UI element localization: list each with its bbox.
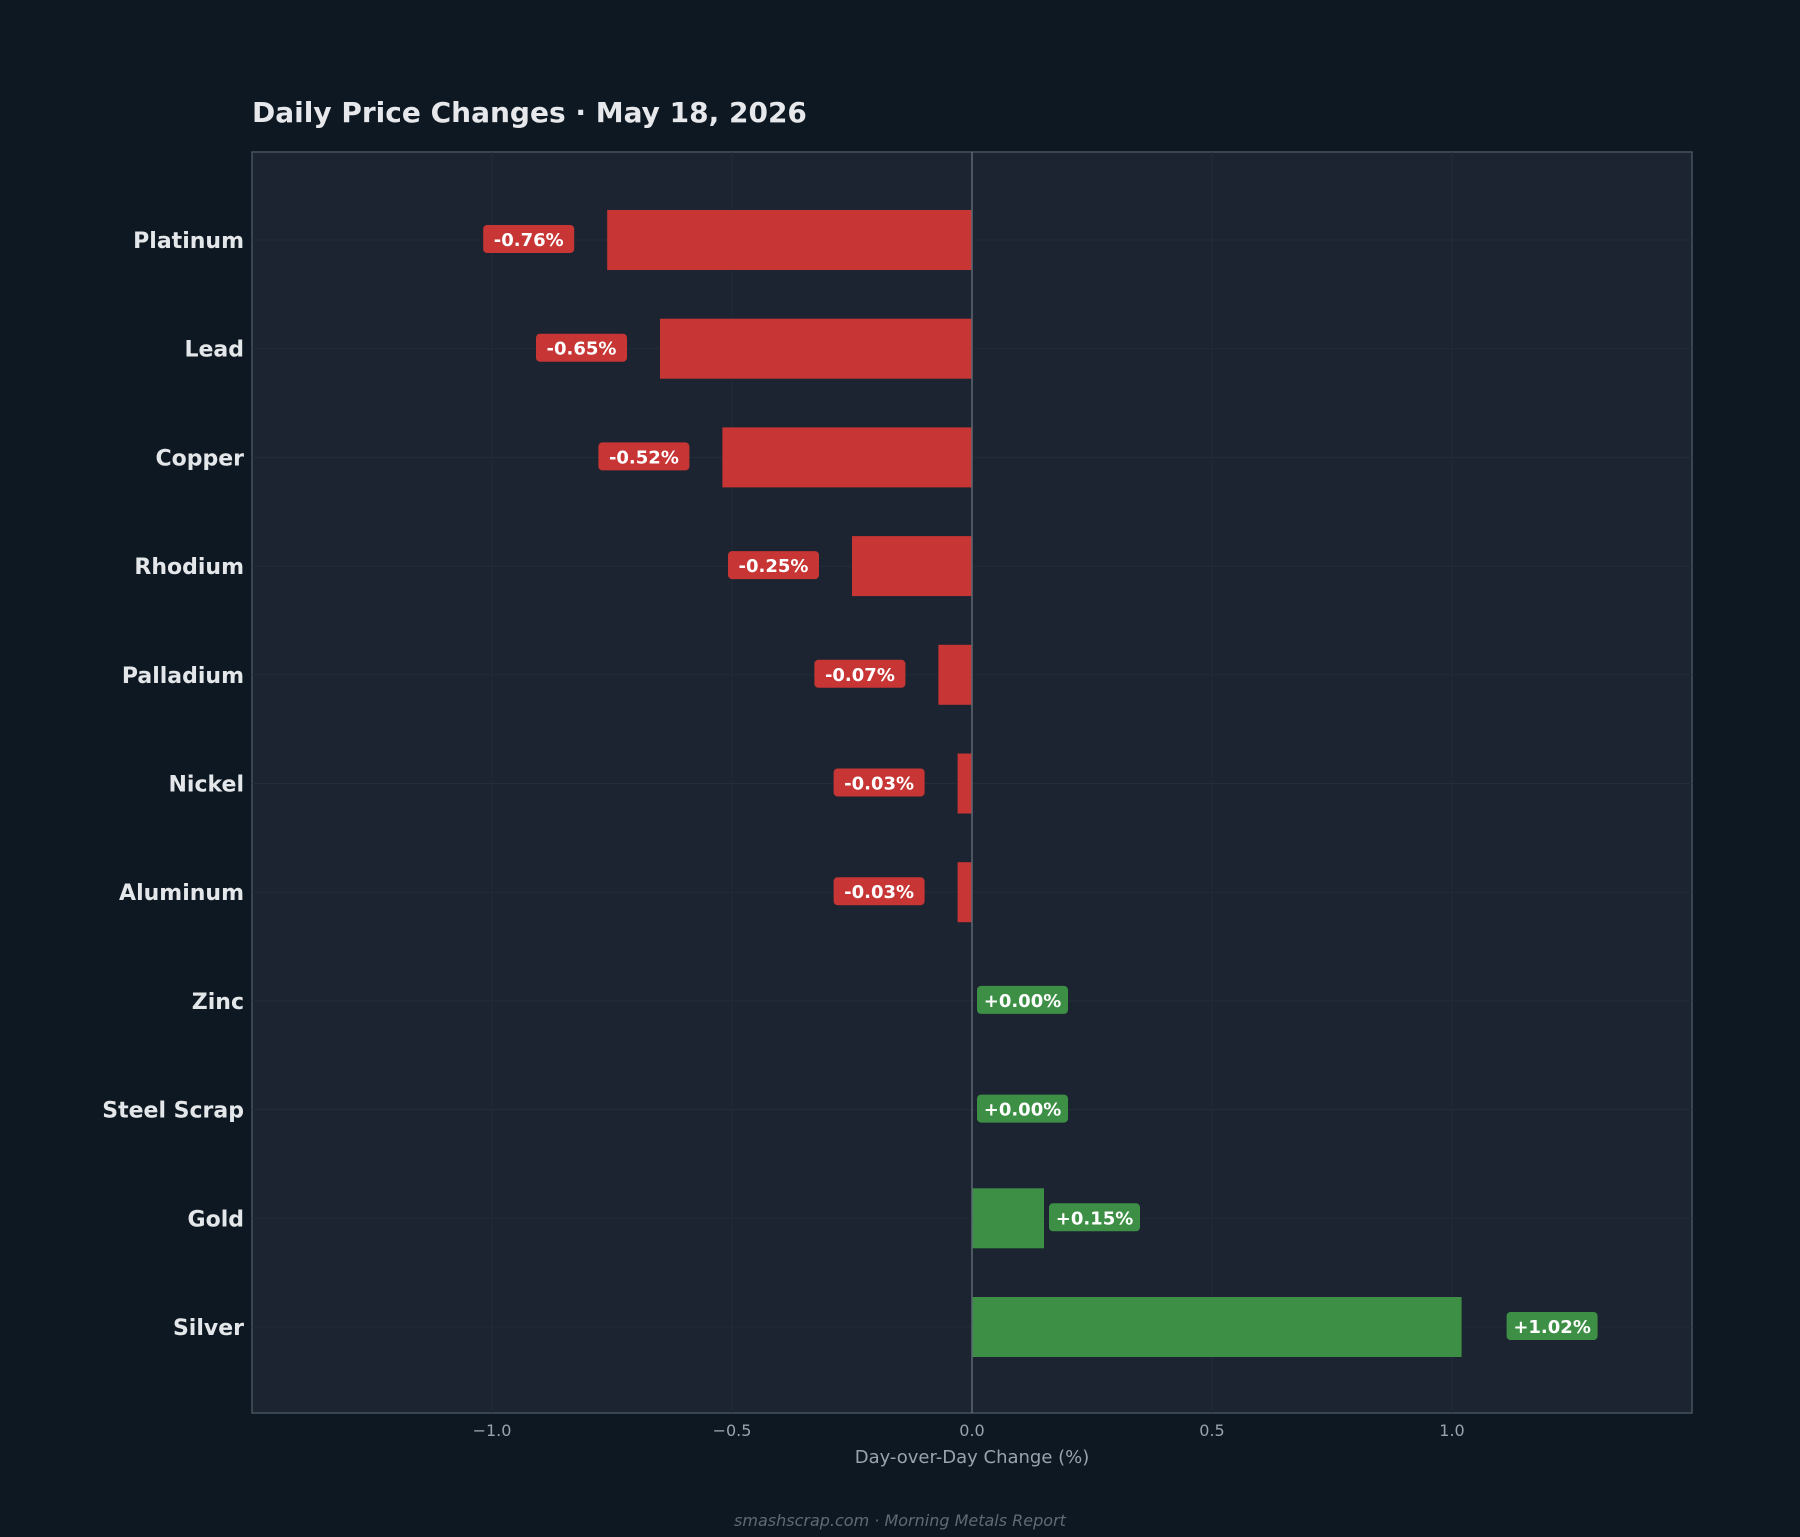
data-label: +1.02% — [1513, 1317, 1591, 1338]
data-label-box — [977, 1094, 1068, 1123]
data-label: +0.00% — [984, 1100, 1062, 1121]
data-label: -0.52% — [609, 447, 679, 468]
bar-rhodium — [852, 536, 972, 597]
bar-platinum — [607, 210, 972, 270]
data-label-box — [598, 442, 690, 471]
footer-text: smashscrap.com · Morning Metals Report — [734, 1511, 1067, 1530]
data-label-box — [833, 768, 925, 797]
data-label-box — [1049, 1203, 1140, 1232]
category-label: Silver — [173, 1316, 244, 1341]
bar-nickel — [957, 753, 972, 814]
bar-copper — [722, 427, 972, 488]
data-label-box — [536, 333, 627, 362]
bar-aluminum — [957, 862, 972, 923]
category-label: Gold — [188, 1207, 244, 1232]
data-label-box — [977, 985, 1068, 1014]
data-label: +0.00% — [984, 991, 1062, 1012]
category-label: Aluminum — [119, 881, 244, 906]
data-label-box — [814, 659, 906, 688]
category-label: Copper — [155, 446, 244, 471]
data-label-box — [1506, 1312, 1598, 1340]
data-label: -0.03% — [844, 882, 914, 903]
x-tick-labels: −1.0 −0.5 0.0 0.5 1.0 — [473, 1421, 1465, 1440]
category-labels: Platinum Lead Copper Rhodium Palladium Nickel… — [102, 229, 244, 1341]
data-label: +0.15% — [1056, 1208, 1134, 1229]
x-tick-label: −1.0 — [473, 1421, 512, 1440]
data-label-box — [833, 877, 925, 906]
bar-palladium — [938, 644, 972, 705]
data-label: -0.65% — [547, 339, 617, 360]
x-tick-label: 1.0 — [1439, 1421, 1464, 1440]
data-label: -0.03% — [844, 774, 914, 795]
category-label: Palladium — [122, 664, 244, 689]
category-label: Platinum — [133, 229, 244, 254]
chart-title: Daily Price Changes · May 18, 2026 — [252, 96, 807, 129]
x-tick-label: −0.5 — [713, 1421, 752, 1440]
category-label: Steel Scrap — [102, 1099, 244, 1124]
data-label: -0.76% — [494, 230, 564, 251]
x-tick-label: 0.5 — [1199, 1421, 1224, 1440]
data-label-box — [483, 225, 575, 253]
bars — [607, 210, 1462, 1357]
data-label: -0.07% — [825, 665, 895, 686]
data-labels: -0.76% -0.65% -0.52% -0.25% -0.07% -0.03% -0.0… — [483, 225, 1598, 1340]
x-tick-label: 0.0 — [959, 1421, 984, 1440]
x-axis-title: Day-over-Day Change (%) — [855, 1447, 1090, 1468]
category-label: Nickel — [169, 773, 245, 798]
data-label: -0.25% — [739, 556, 809, 577]
bar-lead — [660, 318, 972, 379]
bar-silver — [972, 1297, 1462, 1357]
bar-gold — [972, 1188, 1044, 1249]
data-label-box — [728, 551, 819, 580]
category-label: Zinc — [192, 990, 244, 1015]
category-label: Rhodium — [134, 555, 244, 580]
category-label: Lead — [184, 338, 244, 363]
